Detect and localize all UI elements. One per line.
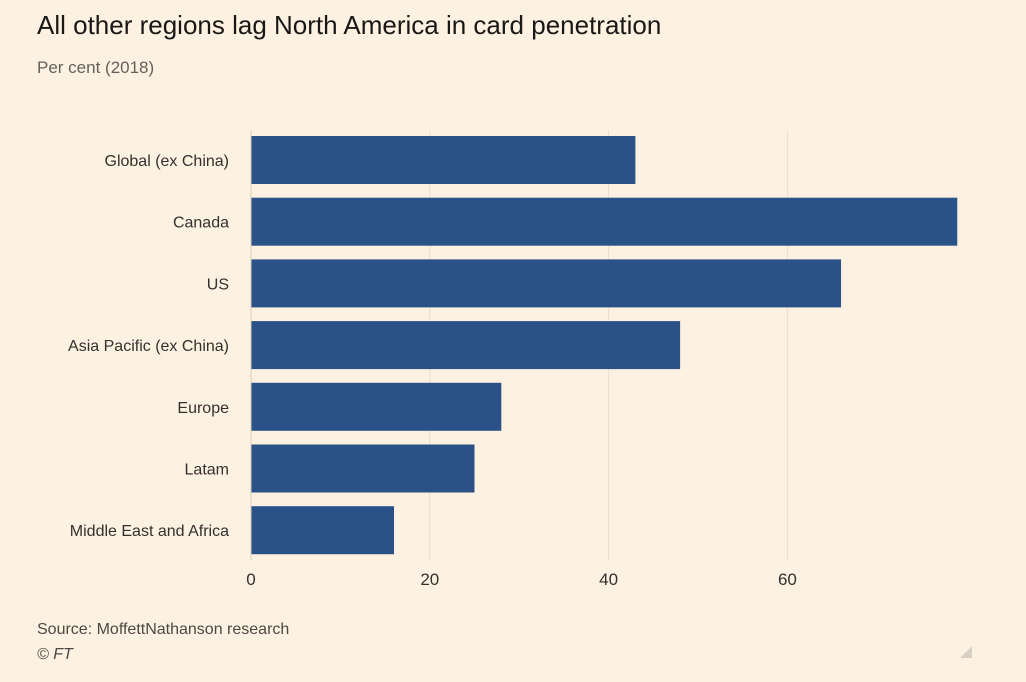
copyright-note: © FT: [37, 646, 73, 663]
bar-6: [251, 506, 395, 555]
chart-subtitle: Per cent (2018): [37, 58, 155, 77]
category-label-2: US: [207, 276, 229, 293]
x-tick-label-20: 20: [420, 570, 439, 589]
bar-3: [251, 321, 681, 370]
bar-1: [251, 197, 958, 246]
category-label-3: Asia Pacific (ex China): [68, 338, 229, 355]
category-label-4: Europe: [177, 400, 229, 417]
resize-corner-icon[interactable]: [960, 646, 972, 658]
category-label-0: Global (ex China): [105, 153, 230, 170]
bar-5: [251, 444, 475, 493]
x-tick-label-60: 60: [778, 570, 797, 589]
chart-title: All other regions lag North America in c…: [37, 10, 662, 40]
x-tick-label-0: 0: [246, 570, 255, 589]
category-label-5: Latam: [185, 462, 229, 479]
category-label-1: Canada: [173, 215, 229, 232]
bar-2: [251, 259, 842, 308]
category-label-6: Middle East and Africa: [70, 523, 229, 540]
source-note: Source: MoffettNathanson research: [37, 621, 290, 638]
bar-0: [251, 136, 636, 184]
bar-4: [251, 382, 502, 431]
x-tick-label-40: 40: [599, 570, 618, 589]
